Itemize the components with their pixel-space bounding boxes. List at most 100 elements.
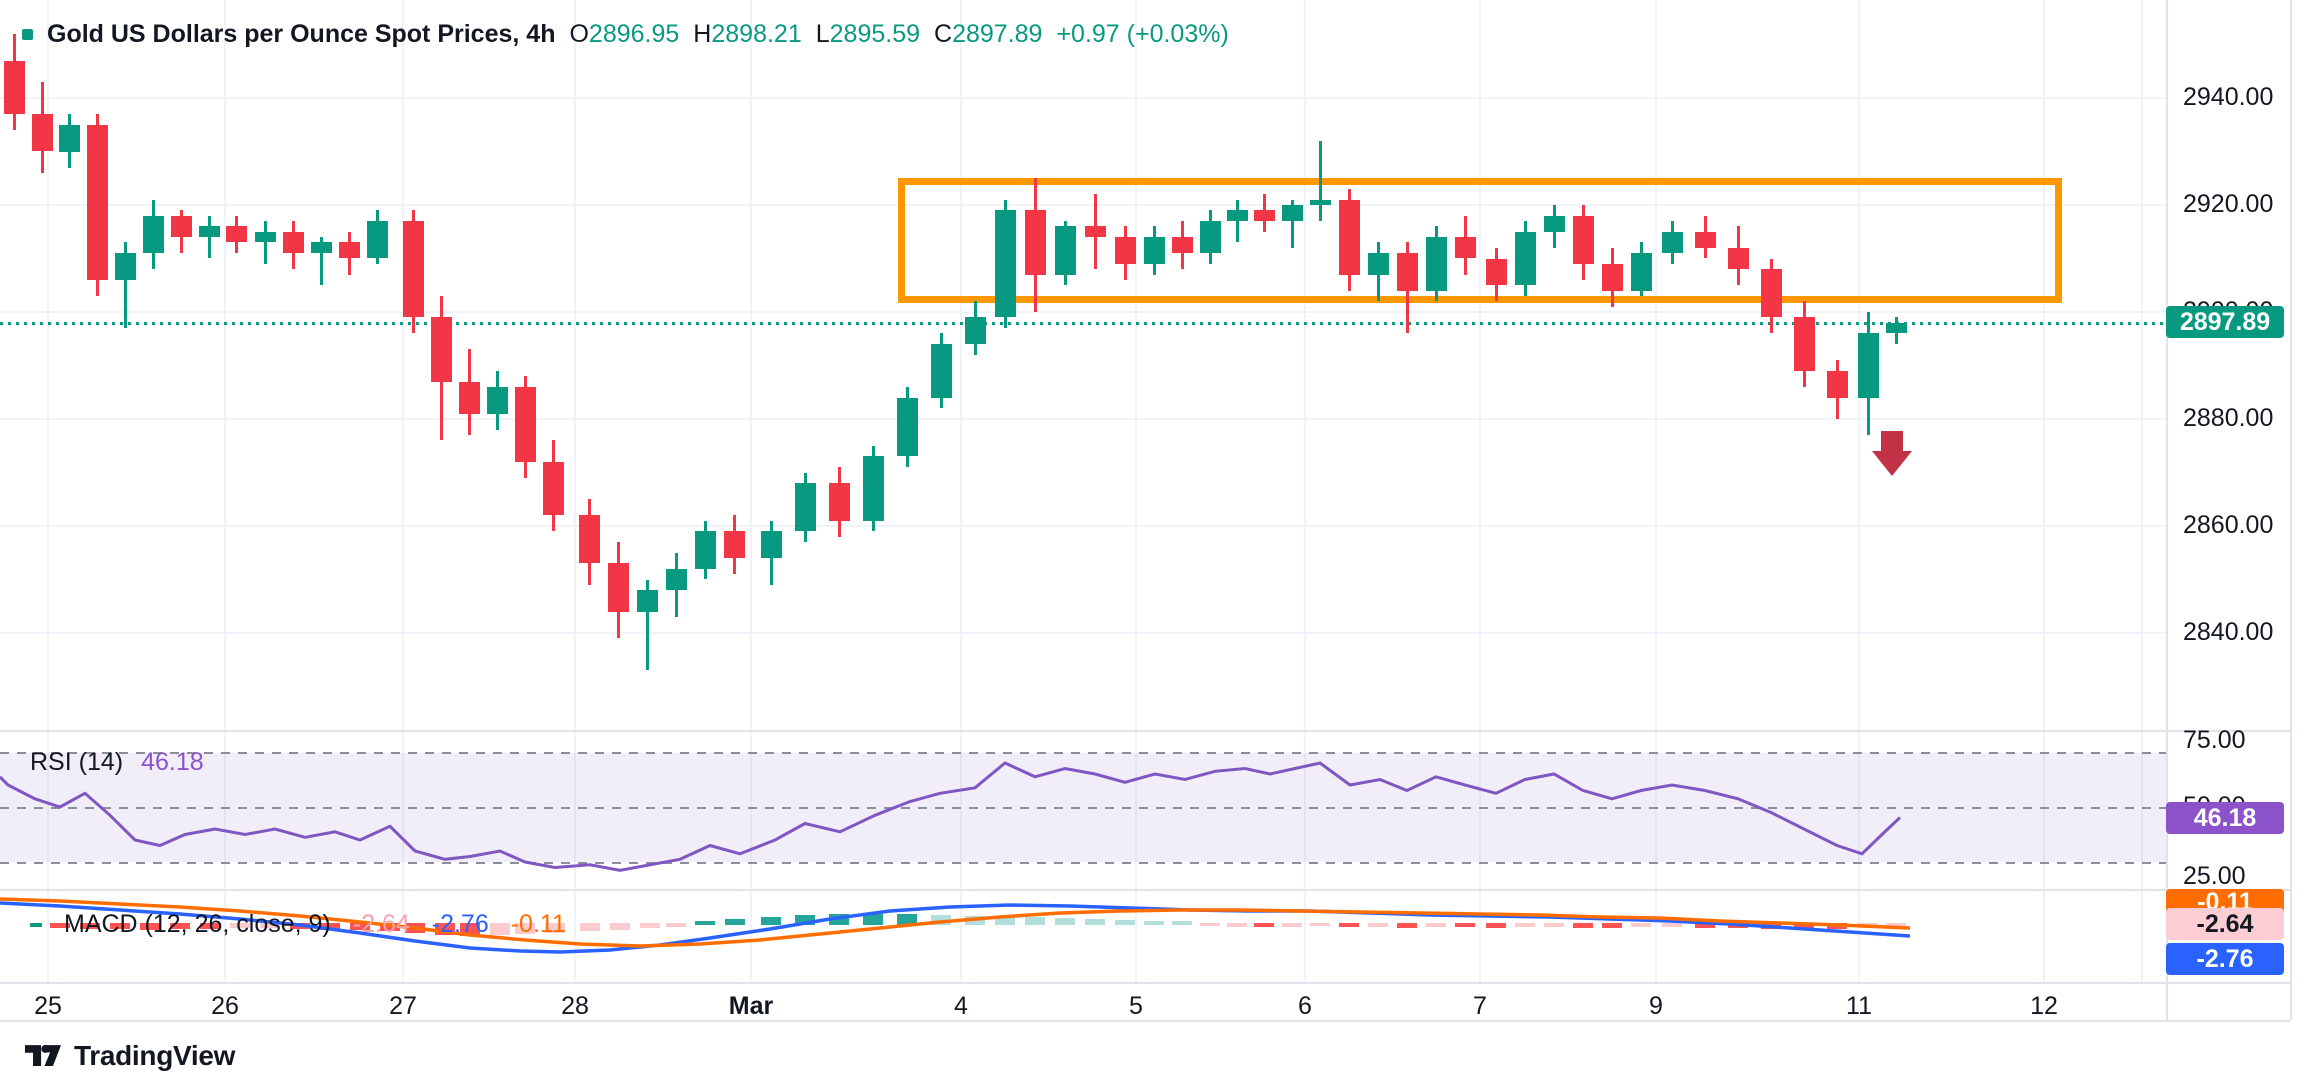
macd-histogram-bar — [1455, 923, 1475, 927]
macd-histogram-bar — [640, 923, 660, 928]
price-axis-label: 2860.00 — [2183, 511, 2274, 539]
candle-down — [1254, 210, 1275, 222]
price-axis-separator[interactable] — [2166, 0, 2168, 1020]
gridline-horizontal — [0, 97, 2166, 99]
candle-up — [1310, 199, 1331, 205]
macd-signal-value: -0.11 — [510, 910, 566, 938]
candle-up — [59, 124, 80, 152]
candle-up — [199, 226, 220, 238]
gridline-horizontal — [0, 525, 2166, 527]
macd-status-row[interactable]: MACD (12, 26, close, 9) -2.64 -2.76 -0.1… — [30, 910, 566, 939]
candle-wick-up — [124, 242, 127, 329]
candle-up — [487, 386, 508, 414]
rsi-status-row[interactable]: RSI (14) 46.18 — [30, 748, 204, 777]
time-axis-label: 4 — [954, 992, 968, 1020]
chart-right-border — [2290, 0, 2292, 1020]
candle-down — [87, 124, 108, 280]
price-range-rectangle-annotation[interactable] — [898, 178, 2062, 303]
rsi-value-tag: 46.18 — [2166, 802, 2284, 834]
time-axis-label: 5 — [1129, 992, 1143, 1020]
ohlc-low: L2895.59 — [815, 20, 921, 48]
symbol-status-row[interactable]: Gold US Dollars per Ounce Spot Prices, 4… — [22, 20, 1229, 49]
macd-histogram-tag: -2.64 — [2166, 908, 2284, 940]
candle-down — [543, 461, 564, 516]
macd-histogram-bar — [1794, 923, 1814, 929]
pane-divider — [0, 730, 2290, 732]
macd-histogram-bar — [1254, 923, 1274, 927]
time-axis-label: 25 — [34, 992, 62, 1020]
tradingview-logo[interactable]: TradingView — [24, 1040, 235, 1072]
macd-histogram-bar — [1397, 923, 1417, 928]
macd-histogram-bar — [1662, 923, 1682, 927]
time-axis-label: Mar — [728, 992, 774, 1020]
macd-histogram-bar — [1486, 923, 1506, 928]
candle-up — [115, 253, 136, 280]
price-axis-label: 2920.00 — [2183, 190, 2274, 218]
macd-histogram-bar — [1695, 923, 1715, 928]
macd-histogram-bar — [725, 919, 745, 925]
candle-down — [4, 60, 25, 115]
candle-up — [1886, 323, 1907, 334]
gridline-vertical — [1304, 0, 1306, 982]
candle-up — [1144, 237, 1165, 264]
gridline-vertical — [1858, 0, 1860, 982]
gridline-vertical — [1479, 0, 1481, 982]
macd-histogram-bar — [1172, 921, 1192, 925]
candle-down — [724, 531, 745, 559]
tradingview-logo-text: TradingView — [74, 1040, 236, 1071]
candle-wick-up — [1236, 199, 1239, 243]
rsi-value: 46.18 — [141, 748, 204, 776]
price-change: +0.97 (+0.03%) — [1056, 20, 1229, 48]
candle-down — [515, 386, 536, 462]
macd-histogram-bar — [1515, 923, 1535, 927]
candle-up — [637, 590, 658, 612]
candle-down — [1455, 237, 1476, 259]
candle-up — [367, 221, 388, 259]
macd-histogram-bar — [1085, 919, 1105, 925]
down-arrow-annotation — [1872, 431, 1912, 476]
candle-up — [965, 317, 986, 345]
gridline-vertical — [750, 0, 752, 982]
macd-histogram-bar — [1544, 923, 1564, 927]
candle-up — [1662, 231, 1683, 254]
candle-down — [829, 483, 850, 521]
gridline-horizontal — [0, 204, 2166, 206]
candle-down — [459, 381, 480, 414]
gridline-horizontal — [0, 632, 2166, 634]
gridline-horizontal — [0, 418, 2166, 420]
candle-up — [1544, 215, 1565, 232]
candle-wick-up — [320, 237, 323, 286]
rsi-level-dashed-line — [0, 752, 2166, 754]
macd-line-tag: -2.76 — [2166, 943, 2284, 975]
gridline-vertical — [402, 0, 404, 982]
macd-histogram-bar — [1858, 923, 1878, 928]
macd-histogram-bar — [1728, 923, 1748, 928]
candle-down — [1397, 253, 1418, 291]
candle-up — [1200, 221, 1221, 254]
macd-histogram-bar — [1573, 923, 1593, 928]
tradingview-logo-icon — [24, 1044, 62, 1066]
candle-down — [1339, 199, 1360, 275]
candle-down — [226, 226, 247, 243]
time-axis-label: 7 — [1473, 992, 1487, 1020]
candle-wick-up — [208, 215, 211, 259]
candle-down — [339, 242, 360, 259]
candle-up — [695, 531, 716, 569]
candle-up — [897, 397, 918, 457]
price-axis-label: 2840.00 — [2183, 618, 2274, 646]
rsi-label: RSI (14) — [30, 748, 124, 776]
candle-down — [1761, 269, 1782, 318]
macd-histogram-bar — [1426, 923, 1446, 927]
pane-divider — [0, 889, 2290, 891]
candle-up — [761, 531, 782, 559]
macd-histogram-bar — [1761, 923, 1781, 929]
macd-histogram-bar — [580, 923, 600, 931]
macd-histogram-bar — [1602, 923, 1622, 928]
gridline-vertical — [1655, 0, 1657, 982]
macd-histogram-bar — [829, 914, 849, 925]
candle-down — [171, 215, 192, 238]
candle-up — [255, 231, 276, 243]
series-marker-icon — [22, 29, 33, 40]
candle-wick-up — [646, 579, 649, 671]
